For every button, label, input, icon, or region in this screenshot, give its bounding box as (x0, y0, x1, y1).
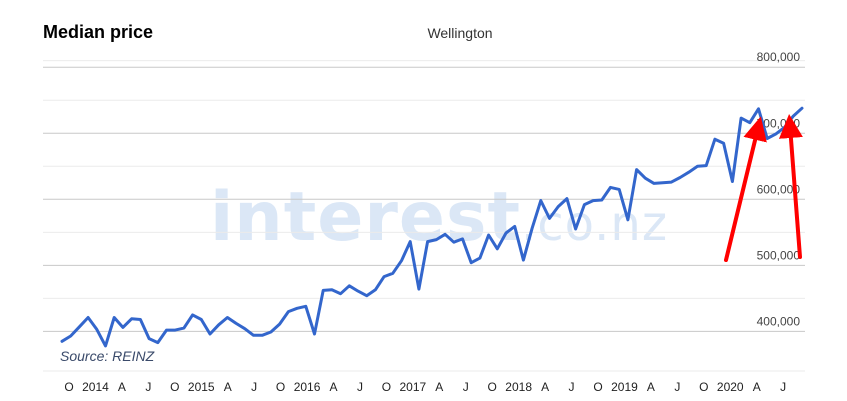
x-tick-label: A (118, 380, 126, 394)
x-tick-label: O (382, 380, 391, 394)
source-note: Source: REINZ (60, 348, 155, 364)
x-tick-label: 2016 (294, 380, 321, 394)
annotation-arrow (778, 114, 803, 259)
x-tick-label: J (357, 380, 363, 394)
x-tick-label: O (64, 380, 73, 394)
x-tick-label: O (488, 380, 497, 394)
y-tick-label: 400,000 (757, 314, 801, 328)
x-tick-label: 2017 (399, 380, 426, 394)
x-tick-label: 2020 (717, 380, 744, 394)
series-line (60, 106, 804, 348)
x-tick-label: A (329, 380, 337, 394)
watermark-logo: interest.co.nz (210, 178, 668, 257)
x-tick-label: 2018 (505, 380, 532, 394)
x-tick-label: J (780, 380, 786, 394)
x-tick-label: J (145, 380, 151, 394)
x-tick-label: 2015 (188, 380, 215, 394)
x-tick-label: A (435, 380, 443, 394)
x-tick-label: J (569, 380, 575, 394)
x-tick-label: A (647, 380, 655, 394)
x-tick-label: 2014 (82, 380, 109, 394)
watermark-suffix: .co.nz (520, 196, 669, 252)
x-tick-label: A (541, 380, 549, 394)
x-tick-label: A (753, 380, 761, 394)
chart-subtitle: Wellington (427, 25, 493, 41)
chart-title: Median price (43, 22, 154, 42)
x-tick-label: 2019 (611, 380, 638, 394)
x-tick-label: O (170, 380, 179, 394)
x-tick-label: J (463, 380, 469, 394)
x-tick-label: A (224, 380, 232, 394)
x-tick-label: O (276, 380, 285, 394)
annotation-arrow (724, 116, 767, 262)
watermark-main: interest (210, 178, 521, 257)
x-tick-label: O (593, 380, 602, 394)
x-tick-label: J (251, 380, 257, 394)
y-tick-label: 500,000 (757, 248, 801, 262)
x-tick-label: O (699, 380, 708, 394)
x-tick-label: J (674, 380, 680, 394)
y-tick-label: 600,000 (757, 182, 801, 196)
y-tick-label: 800,000 (757, 50, 801, 64)
